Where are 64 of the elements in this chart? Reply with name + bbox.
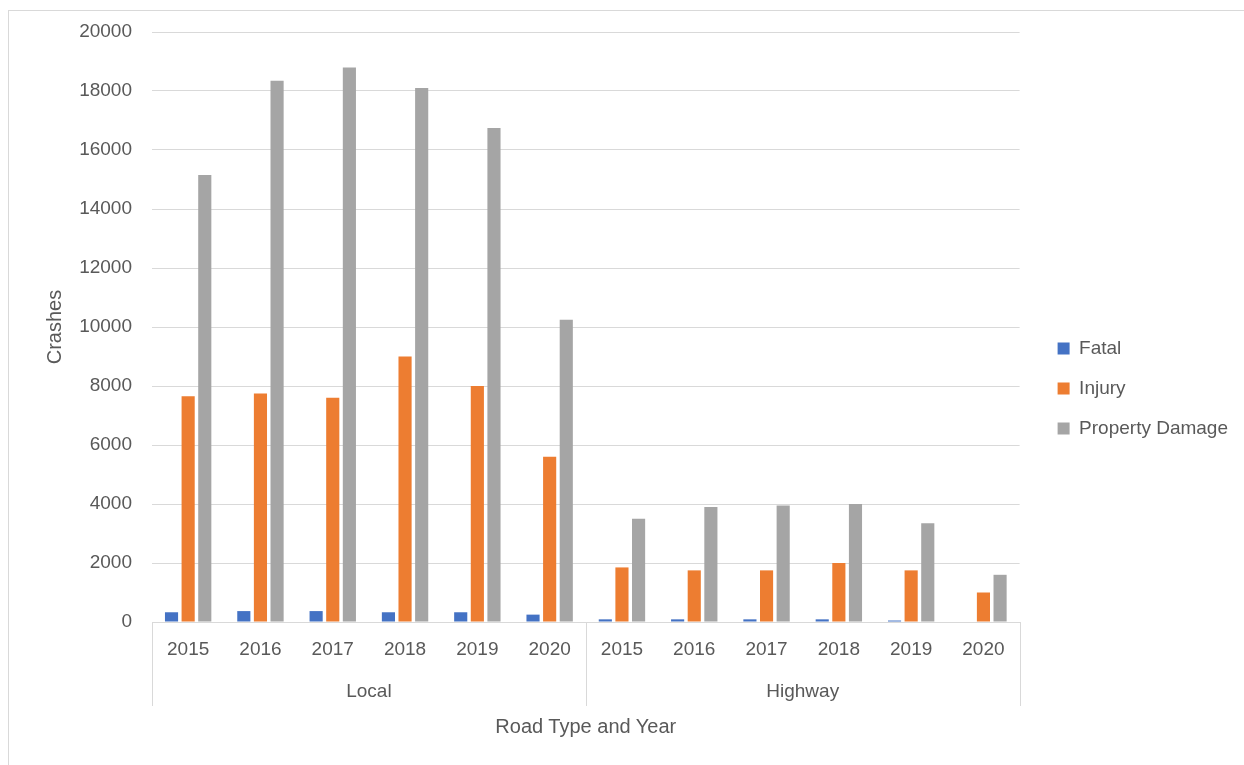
bar [598,619,612,622]
x-tick-label: 2018 [383,637,427,659]
bar [921,523,935,622]
bar [381,612,395,622]
bar [454,612,468,622]
y-tick-label: 6000 [89,433,132,455]
bar [559,319,573,622]
y-tick-label: 2000 [89,551,132,573]
legend-label: Injury [1079,376,1127,398]
bar [687,570,701,622]
x-tick-label: 2019 [890,637,933,659]
x-tick-label: 2020 [962,637,1005,659]
y-tick-label: 16000 [79,138,132,160]
bar [198,175,212,622]
bar [253,393,268,622]
bar [526,614,540,622]
bar [815,619,829,622]
x-tick-label: 2015 [167,637,210,659]
bar [487,127,501,622]
x-tick-label: 2020 [528,637,571,659]
x-axis-title: Road Type and Year [495,714,677,737]
bar [743,619,757,622]
text: Highway [766,680,840,702]
x-tick-label: 2017 [311,637,354,659]
bar [181,396,195,622]
bar [759,570,774,622]
y-tick-label: 4000 [89,492,132,514]
x-tick-label: 2016 [239,637,282,659]
x-tick-label: 2017 [745,637,788,659]
bar [326,397,340,622]
text: Local [346,680,392,702]
bar [632,518,646,622]
y-axis-title: Crashes [42,289,65,365]
y-tick-label: 10000 [79,315,132,337]
bar [398,356,412,622]
y-tick-label: 18000 [79,79,132,101]
bar [470,386,484,622]
bar [776,505,790,622]
y-tick-label: 8000 [89,374,132,396]
bar [976,592,991,622]
bar [342,67,356,622]
bar [543,456,557,622]
bar [832,563,846,622]
bar [237,611,251,622]
x-tick-label: 2015 [600,637,644,659]
bar [270,80,284,622]
legend-label: Property Damage [1079,416,1228,438]
bar [704,506,718,622]
bar [615,567,629,622]
y-tick-label: 12000 [79,256,132,278]
y-tick-label: 20000 [79,20,132,42]
bar [993,574,1007,622]
bar [164,612,179,622]
y-tick-label: 0 [121,610,132,632]
bar [309,611,323,622]
x-tick-label: 2016 [673,637,716,659]
bar [904,570,918,622]
legend-label: Fatal [1079,336,1122,358]
x-tick-label: 2019 [456,637,499,659]
x-tick-label: 2018 [817,637,860,659]
bar [848,504,863,622]
y-tick-label: 14000 [79,197,132,219]
bar [415,88,429,622]
bar [671,619,685,622]
